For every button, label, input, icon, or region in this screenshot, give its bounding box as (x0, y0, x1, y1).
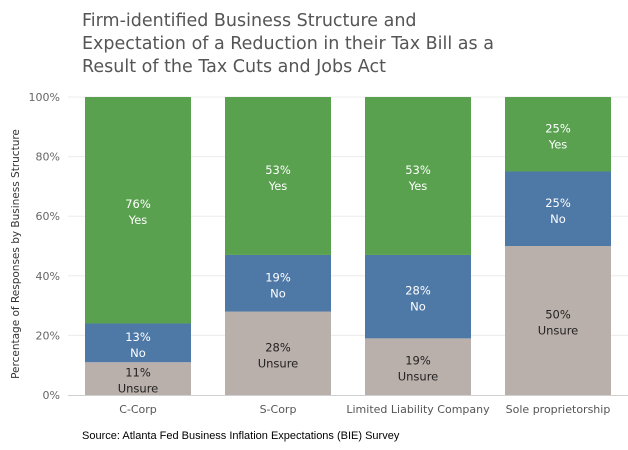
bar-2-no (365, 254, 471, 339)
series-label-1-no: No (270, 286, 286, 300)
data-label-3-no: 25% (545, 196, 571, 210)
x-tick-label-2: Limited Liability Company (346, 403, 490, 416)
data-label-2-yes: 53% (405, 163, 431, 177)
series-label-3-no: No (550, 212, 566, 226)
data-label-0-yes: 76% (125, 197, 151, 211)
bar-0-yes (85, 97, 191, 324)
chart-title-line-3: Result of the Tax Cuts and Jobs Act (82, 57, 386, 77)
series-label-0-no: No (130, 346, 146, 360)
chart-title: Firm-identified Business Structure and E… (82, 10, 612, 79)
y-tick-label-5: 100% (29, 91, 60, 104)
x-tick-label-3: Sole proprietorship (506, 403, 611, 416)
bar-3-unsure (505, 246, 611, 395)
data-label-1-unsure: 28% (265, 340, 291, 354)
bar-3-yes (505, 97, 611, 172)
series-label-0-unsure: Unsure (118, 382, 159, 396)
data-label-1-no: 19% (265, 270, 291, 284)
data-label-2-unsure: 19% (405, 354, 431, 368)
y-tick-label-1: 20% (36, 329, 60, 342)
series-label-2-no: No (410, 300, 426, 314)
data-label-1-yes: 53% (265, 163, 291, 177)
series-label-3-unsure: Unsure (538, 324, 579, 338)
bar-2-unsure (365, 338, 471, 395)
data-label-2-no: 28% (405, 284, 431, 298)
source-note: Source: Atlanta Fed Business Inflation E… (82, 430, 400, 442)
x-tick-label-0: C-Corp (119, 403, 157, 416)
data-label-0-no: 13% (125, 330, 151, 344)
data-label-3-yes: 25% (545, 121, 571, 135)
series-label-1-unsure: Unsure (258, 356, 299, 370)
series-label-1-yes: Yes (268, 179, 288, 193)
bar-0-no (85, 323, 191, 363)
data-label-3-unsure: 50% (545, 308, 571, 322)
y-axis-label: Percentage of Responses by Business Stru… (10, 129, 22, 379)
series-label-2-yes: Yes (408, 179, 428, 193)
data-label-0-unsure: 11% (125, 366, 151, 380)
chart-title-line-2: Expectation of a Reduction in their Tax … (82, 34, 494, 54)
bar-1-no (225, 254, 331, 312)
chart-title-line-1: Firm-identified Business Structure and (82, 11, 417, 31)
bar-0-unsure (85, 362, 191, 395)
bar-1-unsure (225, 311, 331, 395)
series-label-3-yes: Yes (548, 137, 568, 151)
y-tick-label-3: 60% (36, 210, 60, 223)
bar-2-yes (365, 97, 471, 255)
y-tick-label-0: 0% (43, 389, 60, 402)
bar-1-yes (225, 97, 331, 255)
series-label-2-unsure: Unsure (398, 370, 439, 384)
x-tick-label-1: S-Corp (260, 403, 297, 416)
bar-3-no (505, 171, 611, 246)
series-label-0-yes: Yes (128, 213, 148, 227)
y-tick-label-2: 40% (36, 270, 60, 283)
y-tick-label-4: 80% (36, 151, 60, 164)
